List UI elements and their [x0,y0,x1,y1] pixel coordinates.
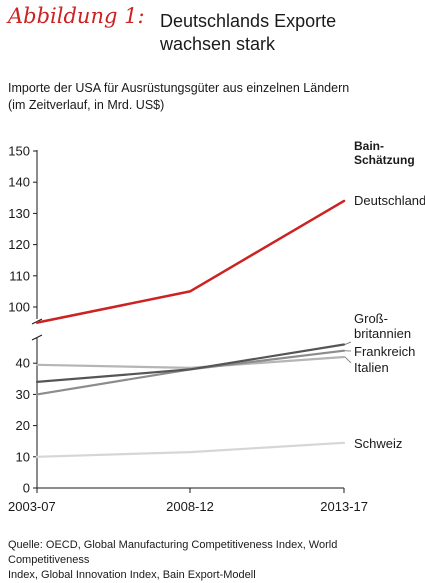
label-leader [345,357,351,363]
series-line [37,201,344,323]
series-label: Groß- [354,311,388,326]
source-line-2: Index, Global Innovation Index, Bain Exp… [8,568,420,583]
x-tick-label: 2013-17 [320,499,368,514]
y-tick-label: 110 [9,268,30,283]
source-note: Quelle: OECD, Global Manufacturing Compe… [8,538,420,583]
series-line [37,443,344,457]
series-label: Schweiz [354,436,402,451]
estimate-label: Bain- [354,139,384,153]
series-line [37,357,344,368]
y-tick-label: 10 [16,449,30,464]
series-line [37,351,344,395]
y-tick-label: 140 [8,175,30,190]
label-leader [345,342,351,344]
x-tick-label: 2008-12 [166,499,214,514]
series-label: Frankreich [354,344,415,359]
series-label: britannien [354,326,411,341]
y-tick-label: 20 [16,418,30,433]
series-label: Deutschland [354,193,425,208]
y-tick-label: 40 [16,356,30,371]
estimate-label: Schätzung [354,153,415,167]
y-tick-label: 0 [23,481,30,496]
series-label: Italien [354,360,389,375]
y-tick-label: 150 [8,144,30,159]
line-chart: 0 10 20 30 40 100 110 120 130 140 150 2003-07 2008-1… [0,0,425,530]
series-line [37,345,344,382]
y-tick-label: 130 [8,206,30,221]
x-tick-label: 2003-07 [8,499,56,514]
source-line-1: Quelle: OECD, Global Manufacturing Compe… [8,538,420,568]
y-tick-label: 100 [8,300,30,315]
y-tick-label: 30 [16,387,30,402]
y-tick-label: 120 [8,237,30,252]
